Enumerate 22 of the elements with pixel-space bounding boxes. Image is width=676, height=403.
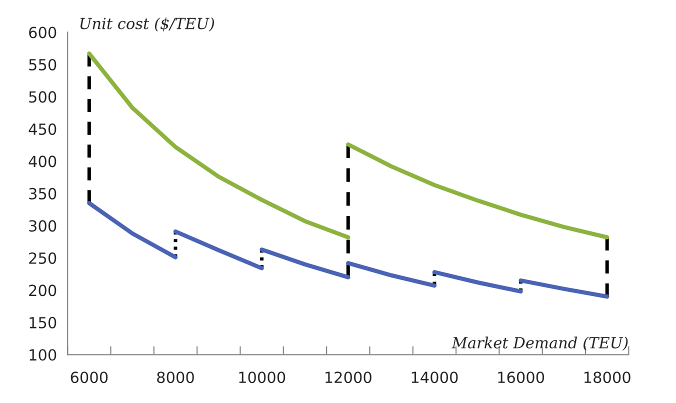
x-axis-title: Market Demand (TEU) [452, 336, 628, 351]
y-tick-label: 250 [29, 252, 56, 264]
line-series [87, 51, 350, 240]
x-tick-label: 16000 [498, 372, 544, 384]
x-tick-label: 12000 [326, 372, 372, 384]
line-series [346, 142, 610, 240]
y-tick-label: 350 [29, 188, 56, 200]
x-tick-label: 18000 [584, 372, 630, 384]
y-tick-label: 300 [29, 220, 56, 232]
y-tick-label: 400 [28, 156, 56, 168]
y-tick-label: 450 [28, 123, 56, 135]
y-tick-label: 150 [30, 316, 56, 328]
x-tick-label: 10000 [239, 372, 286, 384]
y-axis-title: Unit cost ($/TEU) [80, 17, 214, 32]
x-tick-label: 14000 [412, 372, 458, 384]
x-tick-label: 8000 [157, 372, 194, 384]
x-tick-label: 6000 [70, 372, 108, 384]
y-tick-label: 550 [29, 58, 56, 70]
y-tick-label: 600 [29, 26, 56, 38]
y-tick-label: 100 [30, 349, 56, 361]
y-tick-label: 500 [29, 91, 56, 103]
y-tick-label: 200 [29, 284, 56, 296]
